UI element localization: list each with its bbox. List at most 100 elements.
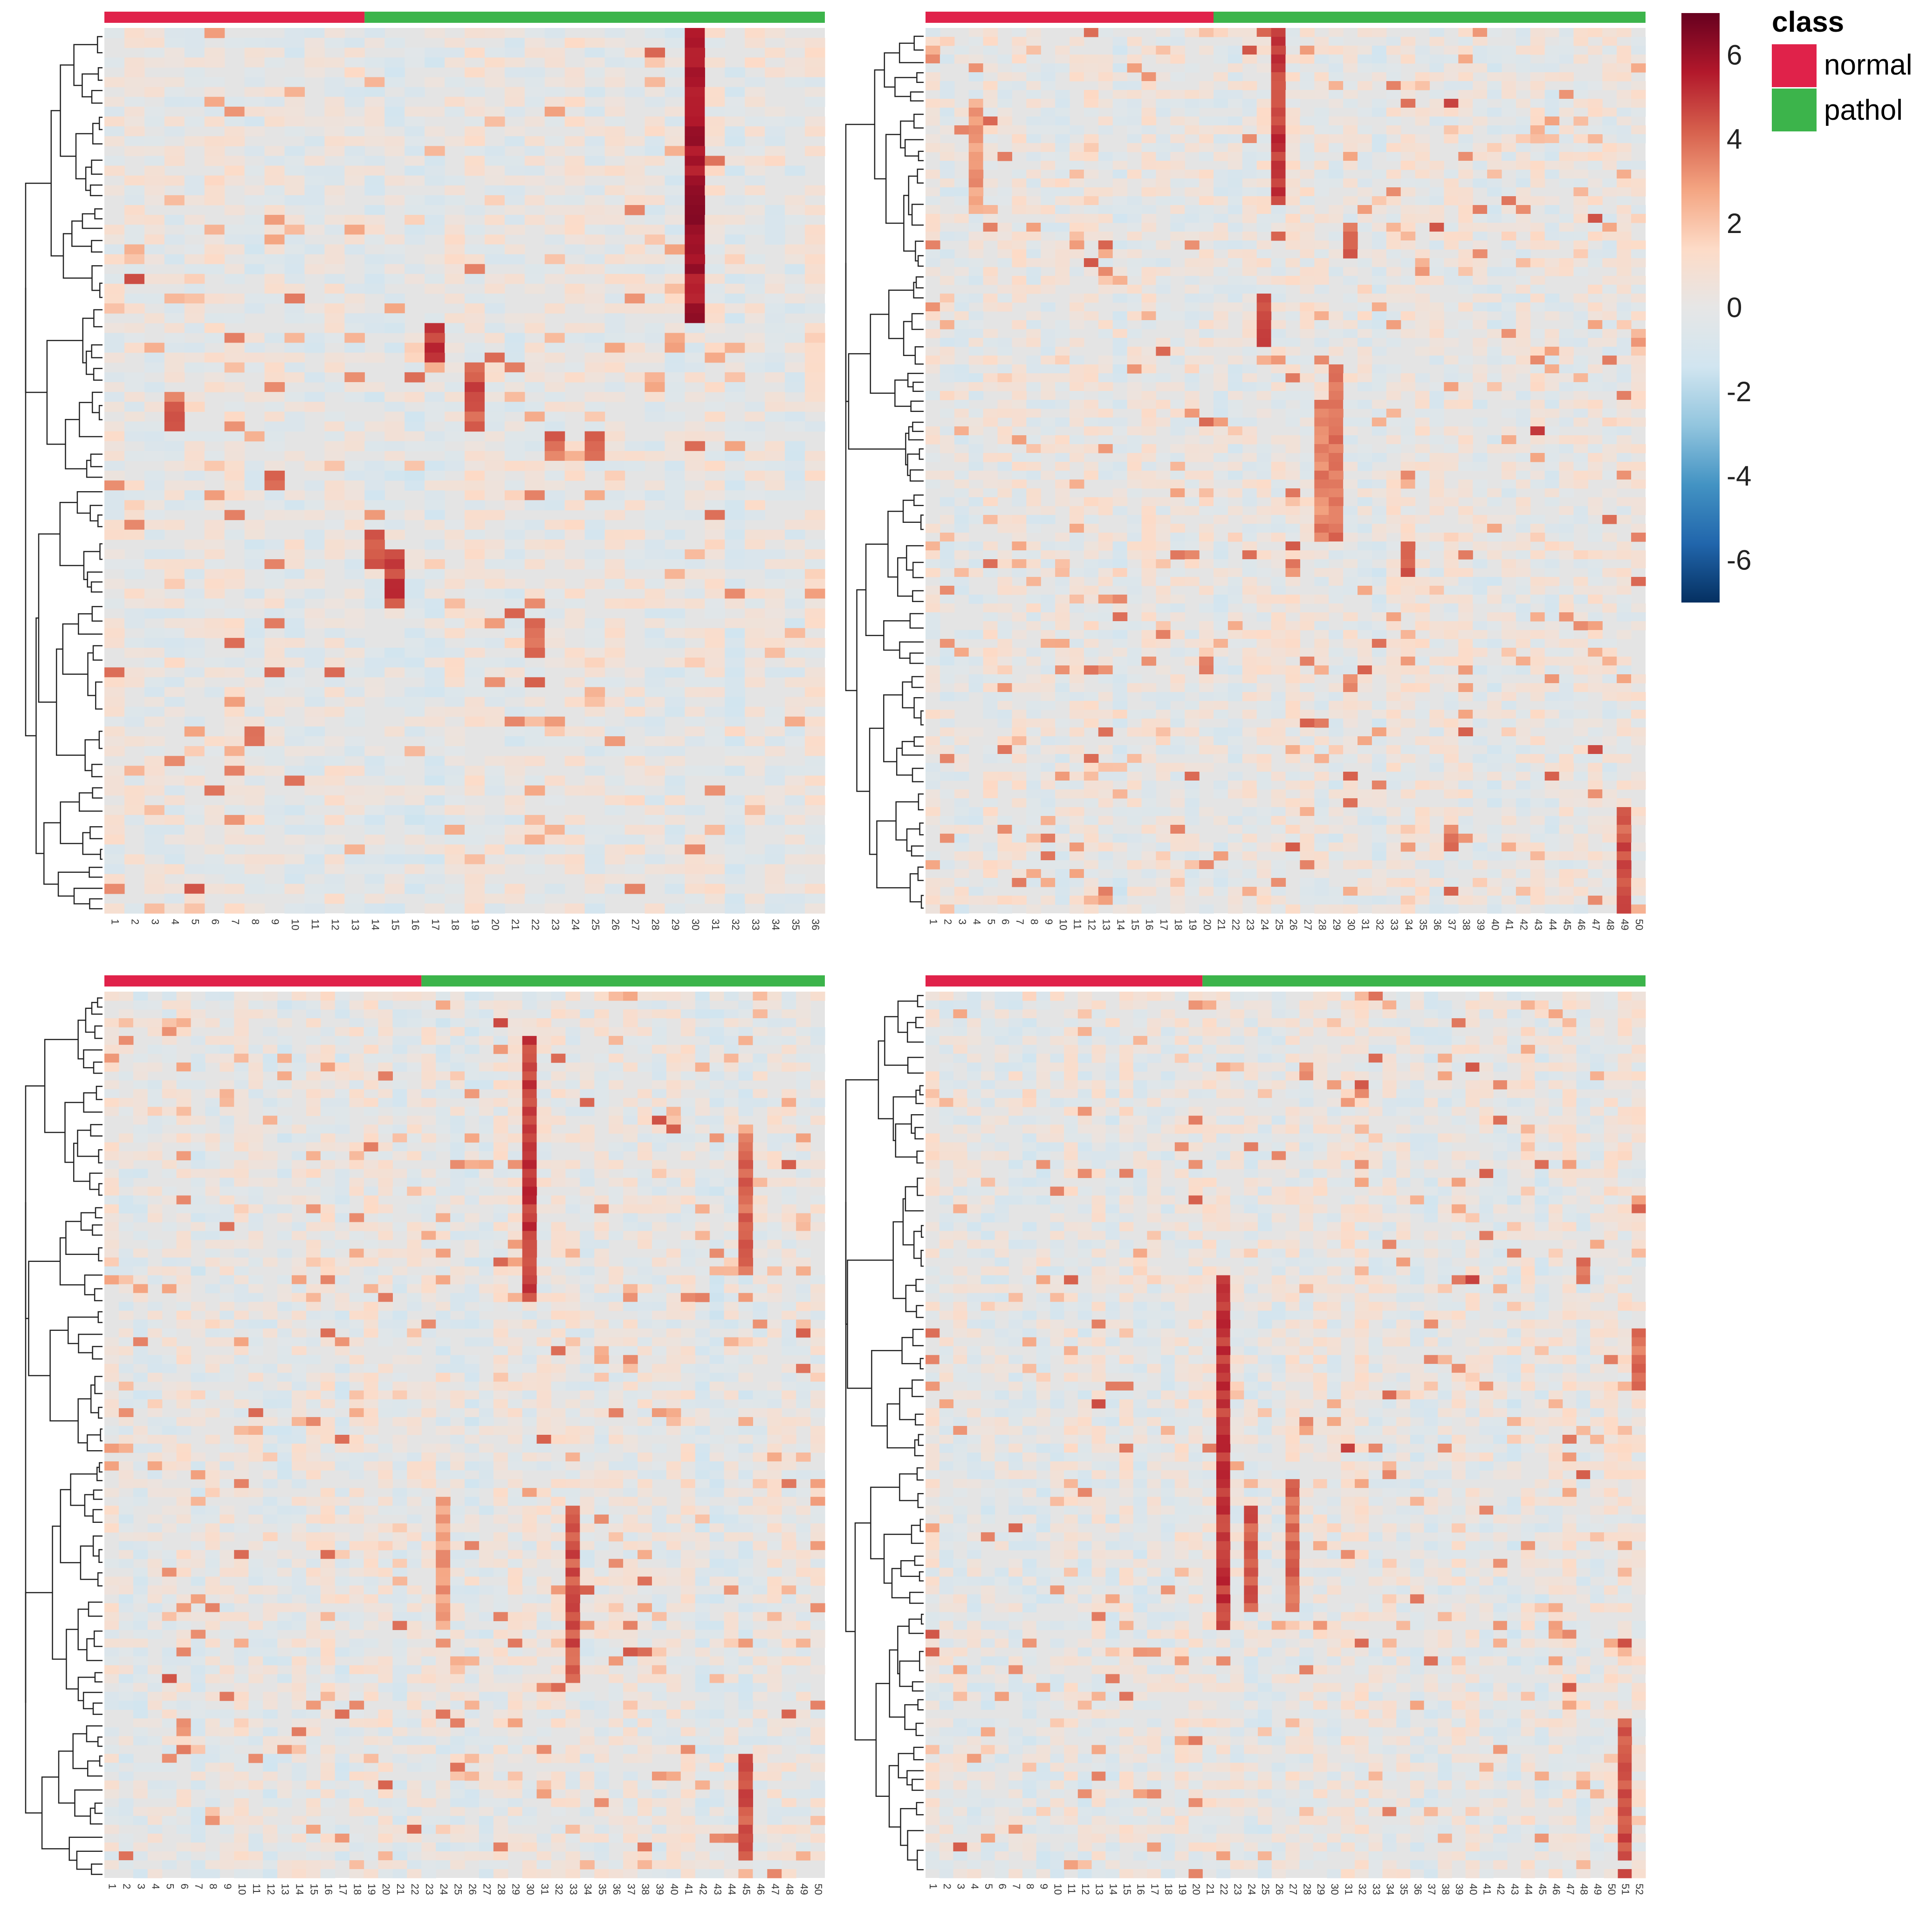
heatmap-cell xyxy=(997,152,1012,161)
heatmap-cell xyxy=(204,687,225,698)
heatmap-cell xyxy=(184,136,205,146)
heatmap-cell xyxy=(1444,373,1459,383)
heatmap-cell xyxy=(1127,81,1142,90)
heatmap-cell xyxy=(584,864,605,875)
heatmap-cell xyxy=(1214,568,1228,577)
heatmap-cell xyxy=(1070,480,1084,489)
heatmap-cell xyxy=(304,884,325,894)
heatmap-cell xyxy=(204,225,225,235)
heatmap-cell xyxy=(144,451,165,461)
heatmap-cell xyxy=(645,254,665,265)
heatmap-cell xyxy=(1055,736,1070,746)
heatmap-cell xyxy=(1400,205,1416,214)
heatmap-cell xyxy=(1156,524,1171,533)
heatmap-cell xyxy=(1185,258,1200,267)
heatmap-cell xyxy=(1185,338,1200,347)
heatmap-cell xyxy=(1098,612,1113,622)
heatmap-cell xyxy=(968,161,984,170)
heatmap-cell xyxy=(584,726,605,737)
heatmap-cell xyxy=(1228,577,1243,586)
heatmap-cell xyxy=(1070,214,1084,223)
heatmap-cell xyxy=(1372,63,1387,73)
heatmap-cell xyxy=(1386,506,1401,515)
heatmap-cell xyxy=(745,264,765,274)
heatmap-cell xyxy=(685,549,705,560)
heatmap-cell xyxy=(1415,294,1430,303)
heatmap-cell xyxy=(645,303,665,314)
heatmap-cell xyxy=(284,146,305,157)
heatmap-cell xyxy=(745,274,765,284)
heatmap-cell xyxy=(665,658,685,668)
heatmap-cell xyxy=(184,175,205,186)
heatmap-cell xyxy=(983,621,998,630)
heatmap-cell xyxy=(564,854,585,865)
heatmap-cell xyxy=(1429,99,1444,108)
heatmap-cell xyxy=(144,471,165,481)
heatmap-cell xyxy=(685,294,705,304)
heatmap-cell xyxy=(1415,462,1430,471)
heatmap-cell xyxy=(425,175,445,186)
heatmap-cell xyxy=(304,775,325,786)
heatmap-cell xyxy=(264,539,285,550)
heatmap-cell xyxy=(1314,506,1329,515)
heatmap-cell xyxy=(504,618,525,629)
heatmap-cell xyxy=(1098,497,1113,507)
heatmap-cell xyxy=(264,274,285,284)
heatmap-cell xyxy=(1400,541,1416,551)
heatmap-cell xyxy=(425,893,445,904)
heatmap-cell xyxy=(1012,382,1027,391)
heatmap-cell xyxy=(344,57,365,68)
heatmap-cell xyxy=(1242,285,1257,294)
heatmap-cell xyxy=(785,343,805,353)
heatmap-cell xyxy=(624,490,645,500)
heatmap-cell xyxy=(725,658,745,668)
heatmap-cell xyxy=(1170,878,1185,887)
heatmap-cell xyxy=(997,338,1012,347)
heatmap-cell xyxy=(425,589,445,599)
heatmap-cell xyxy=(624,303,645,314)
heatmap-cell xyxy=(926,143,940,152)
heatmap-cell xyxy=(1444,559,1459,569)
heatmap-cell xyxy=(785,667,805,678)
heatmap-cell xyxy=(1041,471,1056,480)
heatmap-cell xyxy=(344,225,365,235)
heatmap-cell xyxy=(685,156,705,166)
heatmap-cell xyxy=(524,195,545,206)
heatmap-cell xyxy=(484,490,505,500)
heatmap-cell xyxy=(1170,90,1185,99)
heatmap-cell xyxy=(504,815,525,825)
heatmap-cell xyxy=(544,716,565,727)
heatmap-cell xyxy=(1170,444,1185,453)
heatmap-cell xyxy=(1429,338,1444,347)
heatmap-cell xyxy=(1141,789,1156,799)
heatmap-cell xyxy=(685,392,705,402)
heatmap-cell xyxy=(1112,320,1128,329)
heatmap-cell xyxy=(144,57,165,68)
heatmap-cell xyxy=(785,658,805,668)
heatmap-cell xyxy=(954,382,969,391)
heatmap-cell xyxy=(765,234,785,245)
heatmap-cell xyxy=(465,608,485,619)
heatmap-cell xyxy=(968,630,984,639)
heatmap-cell xyxy=(997,577,1012,586)
heatmap-cell xyxy=(1112,347,1128,356)
heatmap-cell xyxy=(1242,869,1257,878)
heatmap-cell xyxy=(1170,125,1185,135)
heatmap-cell xyxy=(665,244,685,255)
heatmap-cell xyxy=(504,736,525,747)
heatmap-cell xyxy=(405,156,425,166)
heatmap-cell xyxy=(1228,364,1243,374)
heatmap-cell xyxy=(144,175,165,186)
heatmap-cell xyxy=(939,595,955,604)
heatmap-cell xyxy=(1185,851,1200,861)
heatmap-cell xyxy=(1055,276,1070,285)
heatmap-cell xyxy=(1112,603,1128,613)
heatmap-cell xyxy=(1444,170,1459,179)
heatmap-cell xyxy=(264,195,285,206)
heatmap-cell xyxy=(344,667,365,678)
heatmap-cell xyxy=(1415,72,1430,82)
heatmap-cell xyxy=(1329,426,1344,436)
heatmap-cell xyxy=(1141,170,1156,179)
heatmap-cell xyxy=(425,471,445,481)
heatmap-cell xyxy=(1070,701,1084,710)
